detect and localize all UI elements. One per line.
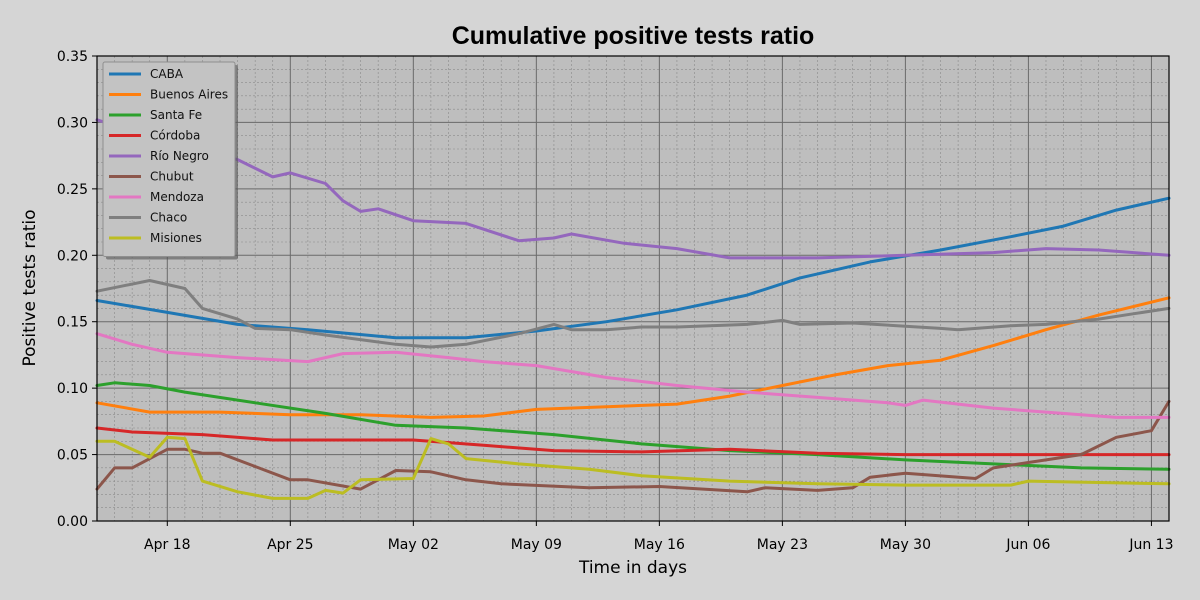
series-line-buenos-aires <box>95 296 1171 419</box>
legend-label: Río Negro <box>150 149 209 163</box>
y-tick-label: 0.20 <box>57 248 88 264</box>
legend: CABA Buenos Aires Santa Fe Córdoba Río Negro… <box>102 61 238 260</box>
chart-title: Cumulative positive tests ratio <box>452 22 815 50</box>
y-axis-label: Positive tests ratio <box>20 209 40 366</box>
series-line-misiones <box>95 435 1171 500</box>
legend-label: CABA <box>150 67 184 81</box>
series-lines <box>95 118 1171 500</box>
series-line-chubut <box>95 399 1171 494</box>
legend-label: Chaco <box>150 211 187 225</box>
y-tick-label: 0.10 <box>57 381 88 397</box>
legend-label: Misiones <box>150 231 202 245</box>
y-tick-label: 0.30 <box>57 115 88 131</box>
legend-label: Córdoba <box>150 129 200 143</box>
series-line-mendoza <box>95 332 1171 419</box>
legend-label: Santa Fe <box>150 108 202 122</box>
y-tick-label: 0.15 <box>57 315 88 331</box>
x-tick-label: Jun 13 <box>1128 537 1173 553</box>
y-tick-label: 0.25 <box>57 182 88 198</box>
y-axis: 0.00 0.05 0.10 0.15 0.20 0.25 0.30 0.35 <box>57 49 97 530</box>
series-line-chaco <box>95 279 1171 349</box>
legend-label: Mendoza <box>150 190 204 204</box>
y-tick-label: 0.05 <box>57 448 88 464</box>
x-tick-label: May 16 <box>634 537 685 553</box>
x-tick-label: May 30 <box>880 537 931 553</box>
series-line-santa-fe <box>95 381 1171 471</box>
legend-label: Buenos Aires <box>150 88 228 102</box>
series-line-córdoba <box>95 426 1171 457</box>
grid <box>96 55 1170 522</box>
x-tick-label: Jun 06 <box>1005 537 1050 553</box>
x-tick-label: May 09 <box>511 537 562 553</box>
plot-frame <box>96 55 1170 522</box>
x-tick-label: May 23 <box>757 537 808 553</box>
x-axis-label: Time in days <box>578 558 687 578</box>
legend-label: Chubut <box>150 170 194 184</box>
x-tick-label: Apr 25 <box>267 537 313 553</box>
x-tick-label: Apr 18 <box>144 537 190 553</box>
y-tick-label: 0.35 <box>57 49 88 65</box>
x-axis: Apr 18 Apr 25 May 02 May 09 May 16 May 23 May … <box>144 521 1173 553</box>
y-tick-label: 0.00 <box>57 514 88 530</box>
legend-box <box>102 61 236 257</box>
x-tick-label: May 02 <box>388 537 439 553</box>
series-line-río-negro <box>95 118 1171 260</box>
series-line-caba <box>95 196 1171 340</box>
